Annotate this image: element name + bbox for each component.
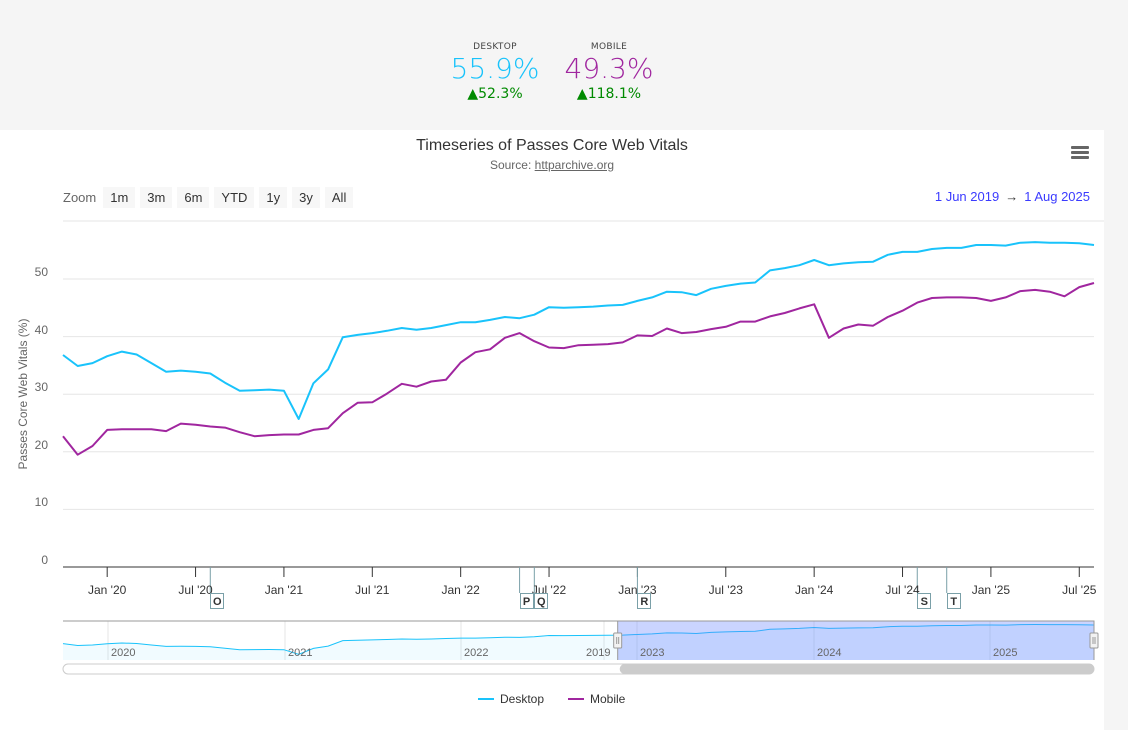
zoom-1y-button[interactable]: 1y — [259, 186, 288, 208]
event-flag[interactable]: P — [519, 593, 534, 609]
navigator-handle[interactable] — [1089, 632, 1099, 649]
x-tick-label: Jul '21 — [355, 583, 390, 597]
range-from-input[interactable]: 1 Jun 2019 — [934, 189, 1000, 204]
source-link[interactable]: httparchive.org — [534, 158, 615, 172]
navigator-series — [62, 623, 1095, 655]
mobile-line-swatch — [568, 698, 584, 700]
y-tick-label: 50 — [34, 265, 48, 279]
zoom-3y-button[interactable]: 3y — [292, 186, 320, 208]
navigator-area — [63, 624, 1094, 660]
triangle-up-icon: ▲ — [467, 86, 479, 102]
navigator-label: 2021 — [288, 647, 313, 659]
zoom-ytd-button[interactable]: YTD — [214, 186, 255, 208]
desktop-metric: DESKTOP 55.9% ▲52.3% — [448, 42, 542, 102]
zoom-all-button[interactable]: All — [324, 186, 354, 208]
mobile-label: MOBILE — [590, 42, 628, 52]
navigator-background — [63, 621, 1094, 660]
scrollbar-thumb[interactable] — [619, 664, 1094, 674]
y-tick-label: 0 — [41, 553, 48, 567]
navigator-selection — [617, 621, 1094, 660]
zoom-selector: Zoom 1m 3m 6m YTD 1y 3y All — [63, 186, 354, 208]
y-tick-label: 40 — [34, 322, 48, 337]
y-tick-label: 30 — [34, 380, 48, 395]
x-tick-label: Jan '21 — [264, 583, 304, 597]
x-tick-label: Jan '22 — [441, 583, 480, 597]
desktop-value: 55.9% — [450, 52, 540, 85]
zoom-6m-button[interactable]: 6m — [177, 186, 210, 208]
series-line-desktop — [62, 241, 1095, 420]
arrow-right-icon: → — [1005, 189, 1019, 204]
desktop-line-swatch — [478, 698, 494, 700]
desktop-label: DESKTOP — [473, 42, 517, 52]
y-tick-label: 20 — [34, 437, 48, 452]
x-tick-label: Jul '25 — [1062, 583, 1097, 597]
legend-item-desktop[interactable]: Desktop — [478, 692, 544, 706]
navigator-label: 2023 — [640, 647, 665, 659]
navigator-label: 2024 — [817, 647, 842, 659]
mobile-value: 49.3% — [564, 52, 654, 85]
series-line-mobile — [62, 282, 1095, 456]
x-tick-label: Jul '24 — [885, 583, 920, 597]
navigator-handle[interactable] — [613, 632, 623, 649]
navigator-label: 2022 — [464, 647, 489, 659]
x-tick-label: Jan '24 — [794, 583, 834, 597]
event-flag[interactable]: R — [637, 593, 652, 609]
mobile-change: ▲118.1% — [576, 86, 642, 102]
x-tick-label: Jul '23 — [708, 583, 743, 597]
grip-icon — [616, 637, 620, 644]
date-range: 1 Jun 2019 → 1 Aug 2025 — [935, 189, 1090, 204]
event-flag[interactable]: O — [210, 593, 225, 609]
grip-icon — [1092, 637, 1096, 644]
summary-panel: DESKTOP 55.9% ▲52.3% MOBILE 49.3% ▲118.1… — [0, 0, 1128, 130]
x-tick-label: Jan '20 — [88, 583, 127, 597]
triangle-up-icon: ▲ — [576, 86, 588, 102]
navigator-label: 2020 — [111, 647, 136, 659]
desktop-change: ▲52.3% — [467, 86, 523, 102]
y-tick-label: 10 — [34, 495, 48, 510]
event-flag[interactable]: T — [946, 593, 961, 609]
zoom-3m-button[interactable]: 3m — [140, 186, 173, 208]
chart-subtitle: Source: httparchive.org — [489, 158, 615, 172]
event-flag[interactable]: S — [917, 593, 932, 609]
zoom-label: Zoom — [63, 189, 97, 205]
navigator-label: 2025 — [993, 647, 1018, 659]
zoom-1m-button[interactable]: 1m — [103, 186, 136, 208]
navigator-label: 2019 — [586, 647, 611, 659]
x-tick-label: Jan '25 — [971, 583, 1011, 597]
event-flag[interactable]: Q — [534, 593, 549, 609]
range-to-input[interactable]: 1 Aug 2025 — [1024, 189, 1090, 204]
x-tick-label: Jul '20 — [178, 583, 213, 597]
legend-item-mobile[interactable]: Mobile — [568, 692, 625, 706]
chart-title: Timeseries of Passes Core Web Vitals — [416, 137, 688, 154]
mobile-metric: MOBILE 49.3% ▲118.1% — [562, 42, 656, 102]
hamburger-menu-icon[interactable] — [1071, 146, 1089, 161]
